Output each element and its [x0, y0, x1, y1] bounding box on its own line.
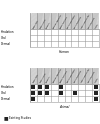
Text: Neurotoxicity: Neurotoxicity — [74, 69, 82, 83]
Text: Carcinogenicity: Carcinogenicity — [53, 68, 63, 83]
Text: Acute: Acute — [94, 22, 99, 29]
Text: Immunotoxicity: Immunotoxicity — [81, 13, 91, 29]
Text: Dermal: Dermal — [1, 97, 11, 101]
Text: Human: Human — [59, 50, 70, 54]
Bar — [30, 13, 37, 29]
Bar — [78, 68, 85, 84]
Text: Oral: Oral — [1, 36, 7, 40]
Text: Oral: Oral — [1, 91, 7, 95]
Text: Reproductive: Reproductive — [60, 15, 68, 29]
Text: Inhalation: Inhalation — [1, 30, 14, 34]
Text: Subchronic: Subchronic — [40, 17, 46, 29]
Text: ■: ■ — [4, 115, 9, 120]
Bar — [64, 13, 71, 29]
Text: Chronic: Chronic — [46, 21, 52, 29]
Bar — [58, 68, 64, 84]
Bar — [85, 13, 92, 29]
Text: Dermal: Dermal — [1, 42, 11, 46]
Text: Carcinogenicity: Carcinogenicity — [53, 13, 63, 29]
Bar — [51, 68, 58, 84]
Text: Subchronic: Subchronic — [40, 72, 46, 83]
Bar — [30, 68, 37, 84]
Text: Reproductive: Reproductive — [60, 70, 68, 83]
Text: Genotoxicity: Genotoxicity — [88, 70, 96, 83]
Bar — [37, 68, 44, 84]
Text: Immunotoxicity: Immunotoxicity — [81, 67, 91, 83]
Text: Genotoxicity: Genotoxicity — [88, 16, 96, 29]
Bar — [44, 68, 51, 84]
Bar — [85, 68, 92, 84]
Bar — [37, 13, 44, 29]
Text: Subacute: Subacute — [32, 74, 39, 83]
Text: Developmental: Developmental — [67, 68, 76, 83]
Bar — [78, 13, 85, 29]
Text: Animal: Animal — [59, 105, 70, 109]
Text: Acute: Acute — [94, 77, 99, 83]
Bar — [51, 13, 58, 29]
Bar — [92, 13, 99, 29]
Text: Chronic: Chronic — [46, 75, 52, 83]
Text: Inhalation: Inhalation — [1, 85, 14, 89]
Bar — [44, 13, 51, 29]
Bar — [64, 68, 71, 84]
Text: Subacute: Subacute — [32, 19, 39, 29]
Text: Developmental: Developmental — [67, 13, 76, 29]
Text: Neurotoxicity: Neurotoxicity — [74, 15, 82, 29]
Bar — [58, 13, 64, 29]
Text: Existing Studies: Existing Studies — [9, 116, 31, 120]
Bar — [92, 68, 99, 84]
Bar — [71, 68, 78, 84]
Bar — [71, 13, 78, 29]
